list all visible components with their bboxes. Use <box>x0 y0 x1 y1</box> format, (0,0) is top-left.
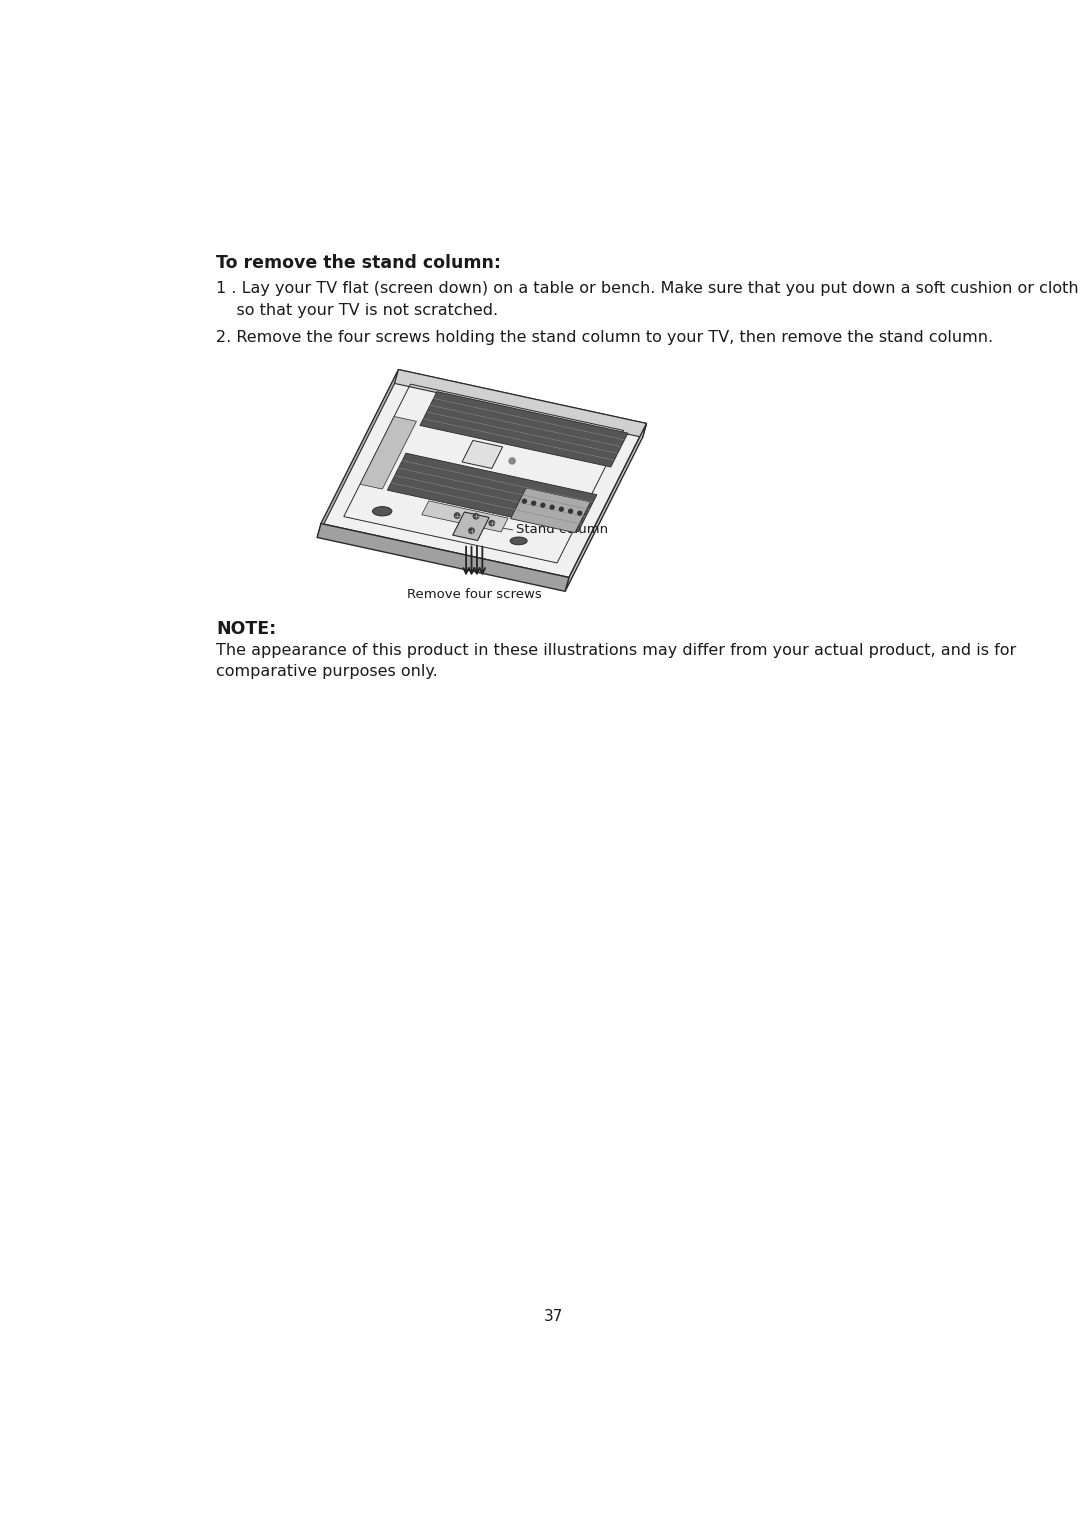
Circle shape <box>489 521 495 525</box>
Polygon shape <box>462 440 502 469</box>
Polygon shape <box>360 417 417 489</box>
Circle shape <box>455 513 460 518</box>
Polygon shape <box>388 454 597 531</box>
Polygon shape <box>422 501 508 531</box>
Text: Remove four screws: Remove four screws <box>407 588 541 600</box>
Text: Stand column: Stand column <box>516 524 609 536</box>
Text: To remove the stand column:: To remove the stand column: <box>216 253 501 272</box>
Circle shape <box>523 499 526 502</box>
Polygon shape <box>318 370 399 538</box>
Circle shape <box>559 507 564 512</box>
Ellipse shape <box>373 507 392 516</box>
Polygon shape <box>420 391 627 467</box>
Polygon shape <box>318 524 569 591</box>
Text: NOTE:: NOTE: <box>216 620 276 638</box>
Text: 37: 37 <box>544 1309 563 1324</box>
Polygon shape <box>321 370 647 577</box>
Circle shape <box>469 528 474 533</box>
Ellipse shape <box>510 538 527 545</box>
Circle shape <box>550 505 554 508</box>
Text: so that your TV is not scratched.: so that your TV is not scratched. <box>216 302 499 318</box>
Circle shape <box>568 510 572 513</box>
Circle shape <box>541 504 544 507</box>
Text: 2. Remove the four screws holding the stand column to your TV, then remove the s: 2. Remove the four screws holding the st… <box>216 330 994 345</box>
Polygon shape <box>394 370 647 437</box>
Text: The appearance of this product in these illustrations may differ from your actua: The appearance of this product in these … <box>216 643 1016 658</box>
Text: comparative purposes only.: comparative purposes only. <box>216 664 438 680</box>
Circle shape <box>473 513 478 519</box>
Circle shape <box>531 501 536 505</box>
Circle shape <box>509 458 515 464</box>
Polygon shape <box>453 512 489 541</box>
Polygon shape <box>565 423 647 591</box>
Text: 1 . Lay your TV flat (screen down) on a table or bench. Make sure that you put d: 1 . Lay your TV flat (screen down) on a … <box>216 281 1079 296</box>
Circle shape <box>578 512 582 515</box>
Polygon shape <box>511 487 591 533</box>
